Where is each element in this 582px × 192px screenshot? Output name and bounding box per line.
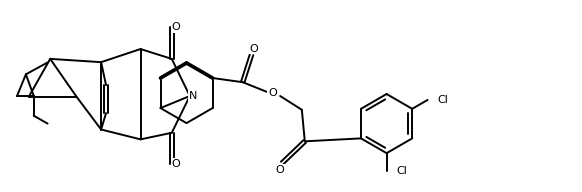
Text: O: O [276,165,285,175]
Text: Cl: Cl [396,166,407,176]
Text: O: O [249,44,258,54]
Text: O: O [268,88,276,98]
Text: O: O [171,22,180,32]
Text: N: N [189,91,197,101]
Text: O: O [171,159,180,169]
Text: Cl: Cl [438,95,448,105]
